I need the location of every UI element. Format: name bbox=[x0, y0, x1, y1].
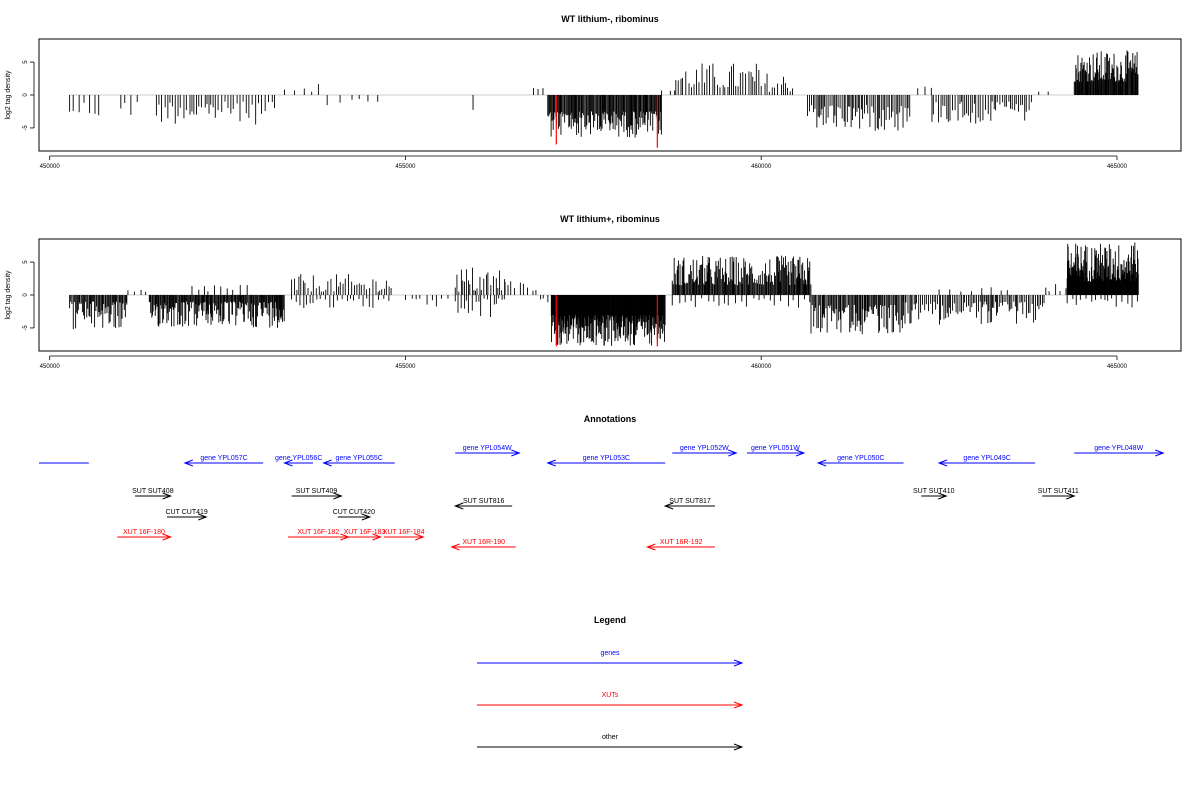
feature-arrowhead bbox=[322, 459, 332, 467]
annotations-title: Annotations bbox=[584, 414, 637, 424]
panel-title: WT lithium-, ribominus bbox=[561, 14, 659, 24]
y-tick-label: 5 bbox=[23, 260, 29, 264]
feature-label: SUT SUT411 bbox=[1038, 488, 1079, 495]
panel-title: WT lithium+, ribominus bbox=[560, 214, 660, 224]
y-tick-label: 5 bbox=[23, 60, 29, 64]
feature-label: gene YPL056C bbox=[275, 455, 322, 462]
feature-label: SUT SUT816 bbox=[463, 498, 505, 505]
feature-arrowhead bbox=[198, 513, 208, 521]
axes: 450000 455000 460000 465000 5 0 -5 bbox=[23, 60, 1128, 170]
feature-arrowhead bbox=[372, 533, 382, 541]
feature-label: SUT SUT410 bbox=[913, 488, 955, 495]
feature-label: gene YPL052W bbox=[680, 445, 729, 452]
x-tick-label: 465000 bbox=[1107, 164, 1128, 170]
feature-arrowhead bbox=[183, 459, 194, 467]
feature-arrowhead bbox=[333, 492, 343, 500]
legend-arrowhead bbox=[733, 743, 744, 751]
feature-arrowhead bbox=[361, 513, 372, 521]
feature-arrowhead bbox=[415, 533, 425, 541]
feature-arrowhead bbox=[511, 449, 521, 457]
feature-arrowhead bbox=[937, 459, 948, 467]
legend-title: Legend bbox=[594, 615, 626, 625]
feature-label: XUT 16F-183 bbox=[344, 529, 386, 536]
y-axis-label: log2 tag density bbox=[5, 270, 12, 320]
y-tick-label: -5 bbox=[23, 125, 29, 131]
feature-label: CUT CUT420 bbox=[333, 509, 375, 516]
x-tick-label: 455000 bbox=[395, 164, 416, 170]
feature-arrowhead bbox=[1066, 492, 1076, 500]
feature-label: gene YPL051W bbox=[751, 445, 800, 452]
feature-label: XUT 16F-180 bbox=[123, 529, 165, 536]
feature-arrowhead bbox=[816, 459, 827, 467]
plot-frame bbox=[38, 238, 1182, 352]
y-tick-label: -5 bbox=[23, 325, 29, 331]
legend-arrowhead bbox=[733, 701, 744, 709]
feature-arrowhead bbox=[283, 459, 293, 467]
feature-label: gene YPL057C bbox=[200, 455, 247, 462]
x-tick-label: 465000 bbox=[1107, 364, 1128, 370]
feature-label: gene YPL049C bbox=[963, 455, 1010, 462]
axes: 450000 455000 460000 465000 5 0 -5 bbox=[23, 260, 1128, 370]
legend-label: genes bbox=[600, 650, 620, 657]
feature-label: gene YPL054W bbox=[463, 445, 512, 452]
feature-label: gene YPL048W bbox=[1094, 445, 1143, 452]
feature-arrowhead bbox=[938, 492, 948, 500]
x-tick-label: 450000 bbox=[40, 364, 61, 370]
y-tick-label: 0 bbox=[23, 93, 29, 97]
legend-arrowhead bbox=[733, 659, 744, 667]
y-tick-label: 0 bbox=[23, 293, 29, 297]
density-bars bbox=[69, 50, 1139, 148]
feature-label: gene YPL055C bbox=[336, 455, 383, 462]
x-tick-label: 455000 bbox=[395, 364, 416, 370]
feature-label: XUT 16F-182 bbox=[297, 529, 339, 536]
x-tick-label: 460000 bbox=[751, 164, 772, 170]
feature-label: SUT SUT817 bbox=[669, 498, 711, 505]
feature-arrowhead bbox=[1155, 449, 1165, 457]
track-panel-lithium-plus: WT lithium+, ribominus log2 tag density … bbox=[5, 214, 1182, 370]
track-panel-lithium-minus: WT lithium-, ribominus log2 tag density … bbox=[5, 14, 1182, 170]
feature-label: SUT SUT409 bbox=[296, 488, 338, 495]
plot-frame bbox=[38, 38, 1182, 152]
annotation-features: gene YPL057C gene YPL056C gene YPL055C gene… bbox=[39, 445, 1165, 551]
feature-label: gene YPL053C bbox=[583, 455, 630, 462]
feature-arrowhead bbox=[663, 502, 674, 510]
feature-label: SUT SUT408 bbox=[132, 488, 174, 495]
feature-label: gene YPL050C bbox=[837, 455, 884, 462]
density-bars bbox=[69, 242, 1139, 347]
annotations-track: Annotations gene YPL057C gene YPL056C gene… bbox=[39, 414, 1165, 551]
x-tick-label: 460000 bbox=[751, 364, 772, 370]
feature-label: XUT 16F-184 bbox=[383, 529, 425, 536]
feature-arrowhead bbox=[546, 459, 556, 467]
y-axis-label: log2 tag density bbox=[5, 70, 12, 120]
x-tick-label: 450000 bbox=[40, 164, 61, 170]
legend-label: XUTs bbox=[602, 692, 619, 699]
feature-arrowhead bbox=[453, 502, 464, 510]
legend-label: other bbox=[602, 734, 619, 741]
feature-arrowhead bbox=[450, 543, 460, 551]
feature-arrowhead bbox=[162, 492, 173, 500]
feature-label: CUT CUT419 bbox=[166, 509, 208, 516]
feature-label: XUT 16R-192 bbox=[660, 539, 703, 546]
feature-arrowhead bbox=[795, 449, 806, 457]
feature-arrowhead bbox=[645, 543, 656, 551]
legend-entries: genes XUTs other bbox=[477, 650, 744, 751]
feature-label: XUT 16R-190 bbox=[462, 539, 505, 546]
legend: Legend genes XUTs other bbox=[477, 615, 744, 751]
feature-arrowhead bbox=[162, 533, 173, 541]
feature-arrowhead bbox=[728, 449, 738, 457]
